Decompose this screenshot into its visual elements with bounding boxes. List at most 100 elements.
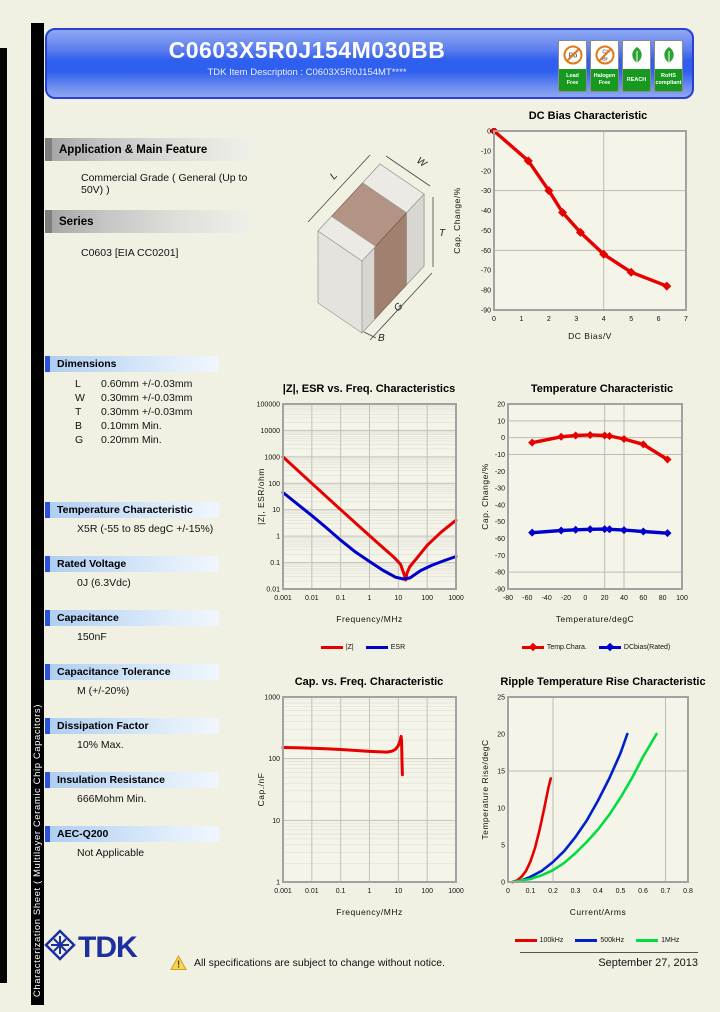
badge-label-line: Halogen: [593, 73, 616, 80]
svg-text:-20: -20: [495, 469, 505, 476]
dimension-row-t: T 0.30mm +/-0.03mm: [75, 405, 219, 419]
dimension-key: B: [75, 420, 83, 432]
legend-item-1mhz: 1MHz: [636, 937, 679, 944]
section-value: X5R (-55 to 85 degC +/-15%): [77, 523, 214, 535]
svg-text:1: 1: [276, 534, 280, 541]
section-capacitance: Capacitance 150nF: [45, 610, 219, 643]
dimension-value: 0.30mm +/-0.03mm: [101, 406, 193, 418]
svg-text:0: 0: [583, 595, 587, 602]
legend-item-dcbiasrated: DCbias(Rated): [598, 642, 670, 652]
svg-text:-80: -80: [503, 595, 513, 602]
dimension-value: 0.10mm Min.: [101, 420, 162, 432]
svg-text:0.1: 0.1: [270, 560, 280, 567]
svg-text:100: 100: [268, 756, 280, 763]
svg-text:0.01: 0.01: [266, 587, 280, 594]
dim-label-l: L: [328, 170, 340, 182]
notice-text: All specifications are subject to change…: [194, 957, 445, 969]
legend-line: [320, 646, 343, 649]
capacitor-illustration: L W T G B: [298, 126, 456, 349]
svg-text:-60: -60: [522, 595, 532, 602]
tdk-logo: TDK: [44, 928, 144, 973]
legend-line: [598, 642, 621, 652]
legend-item-100khz: 100kHz: [514, 937, 563, 944]
section-title: Insulation Resistance: [57, 774, 165, 786]
svg-text:-20: -20: [481, 168, 491, 175]
section-header-dimensions: Dimensions: [45, 356, 219, 372]
dim-label-g: G: [392, 301, 406, 314]
svg-text:-40: -40: [542, 595, 552, 602]
tdk-logo-image: TDK: [44, 929, 139, 964]
svg-text:0.2: 0.2: [548, 888, 558, 895]
svg-text:-30: -30: [495, 486, 505, 493]
section-header-capacitance-tolerance: Capacitance Tolerance: [45, 664, 219, 680]
svg-text:-50: -50: [481, 228, 491, 235]
section-title: Series: [59, 215, 94, 228]
dim-label-b: B: [378, 333, 385, 344]
svg-text:0.1: 0.1: [336, 595, 346, 602]
section-title: Dissipation Factor: [57, 720, 149, 732]
legend-line: [521, 642, 544, 652]
chart-canvas: 0.001 0.01 0.1 1 10 100 10000.010.111010010001…: [256, 402, 464, 625]
svg-text:10: 10: [272, 507, 280, 514]
legend-line: [575, 939, 598, 942]
tdk-logo-text: TDK: [78, 931, 138, 964]
dimension-row-w: W 0.30mm +/-0.03mm: [75, 391, 219, 405]
series-dcbias: [492, 129, 669, 288]
legend-marker-icon: [605, 642, 615, 652]
dimension-rows: L 0.60mm +/-0.03mm W 0.30mm +/-0.03mm T 0.30m…: [75, 377, 219, 447]
badge-reach-leaf: REACH: [622, 40, 651, 92]
svg-text:-20: -20: [561, 595, 571, 602]
svg-text:0.001: 0.001: [274, 595, 292, 602]
dimension-key: G: [75, 434, 84, 446]
svg-text:-60: -60: [495, 536, 505, 543]
svg-text:-90: -90: [495, 587, 505, 594]
svg-text:0.4: 0.4: [593, 888, 603, 895]
legend-label: 500kHz: [600, 937, 625, 944]
capacitor-3d-image: L W T G B: [307, 154, 446, 344]
dimension-row-b: B 0.10mm Min.: [75, 419, 219, 433]
svg-text:6: 6: [657, 316, 661, 323]
svg-text:20: 20: [497, 732, 505, 739]
svg-text:0.1: 0.1: [526, 888, 536, 895]
section-title: AEC-Q200: [57, 828, 109, 840]
chart-legend: 100kHz 500kHz 1MHz: [480, 937, 714, 944]
section-series: Series C0603 [EIA CC0201]: [45, 210, 249, 259]
legend-line: [365, 646, 388, 649]
section-value: M (+/-20%): [77, 685, 130, 697]
badge-label: Lead Free: [559, 69, 586, 91]
section-insulation-resistance: Insulation Resistance 666Mohm Min.: [45, 772, 219, 805]
svg-text:0: 0: [501, 880, 505, 887]
section-title: Capacitance: [57, 612, 119, 624]
svg-text:-40: -40: [481, 208, 491, 215]
badge-halogen-free: Cl Br Halogen Free: [590, 40, 619, 92]
dimension-value: 0.20mm Min.: [101, 434, 162, 446]
chart-dc-bias: DC Bias Characteristic 0 1 2 3 4 5 6 7 0 -10 -20 -30…: [452, 110, 712, 347]
section-accent: [45, 356, 50, 372]
svg-text:20: 20: [601, 595, 609, 602]
svg-text:-60: -60: [481, 248, 491, 255]
dimension-key: L: [75, 378, 81, 390]
svg-text:0.01: 0.01: [305, 595, 319, 602]
section-header-series: Series: [45, 210, 249, 233]
chart-title: Cap. vs. Freq. Characteristic: [294, 676, 444, 688]
section-temperature-characteristic: Temperature Characteristic X5R (-55 to 85…: [45, 502, 219, 535]
svg-text:Cl: Cl: [602, 50, 608, 56]
x-axis-label: Frequency/MHz: [336, 614, 403, 624]
svg-text:15: 15: [497, 769, 505, 776]
section-accent: [45, 664, 50, 680]
series-1mhz: [511, 732, 658, 884]
svg-text:-10: -10: [495, 452, 505, 459]
svg-text:5: 5: [501, 843, 505, 850]
section-value: 10% Max.: [77, 739, 124, 751]
series-esr: [281, 491, 458, 581]
chart-z-esr: |Z|, ESR vs. Freq. Characteristics 0.001 0…: [256, 383, 470, 651]
svg-text:0.8: 0.8: [683, 888, 693, 895]
dimension-key: W: [75, 392, 85, 404]
x-axis-label: Current/Arms: [570, 907, 627, 917]
section-header-aec-q200: AEC-Q200: [45, 826, 219, 842]
x-axis-label: Frequency/MHz: [336, 907, 403, 917]
y-axis-label: Cap./nF: [256, 773, 266, 807]
item-description: TDK Item Description : C0603X5R0J154MT**…: [207, 67, 407, 78]
chart-title: Ripple Temperature Rise Characteristic: [500, 676, 706, 688]
svg-text:-80: -80: [481, 288, 491, 295]
